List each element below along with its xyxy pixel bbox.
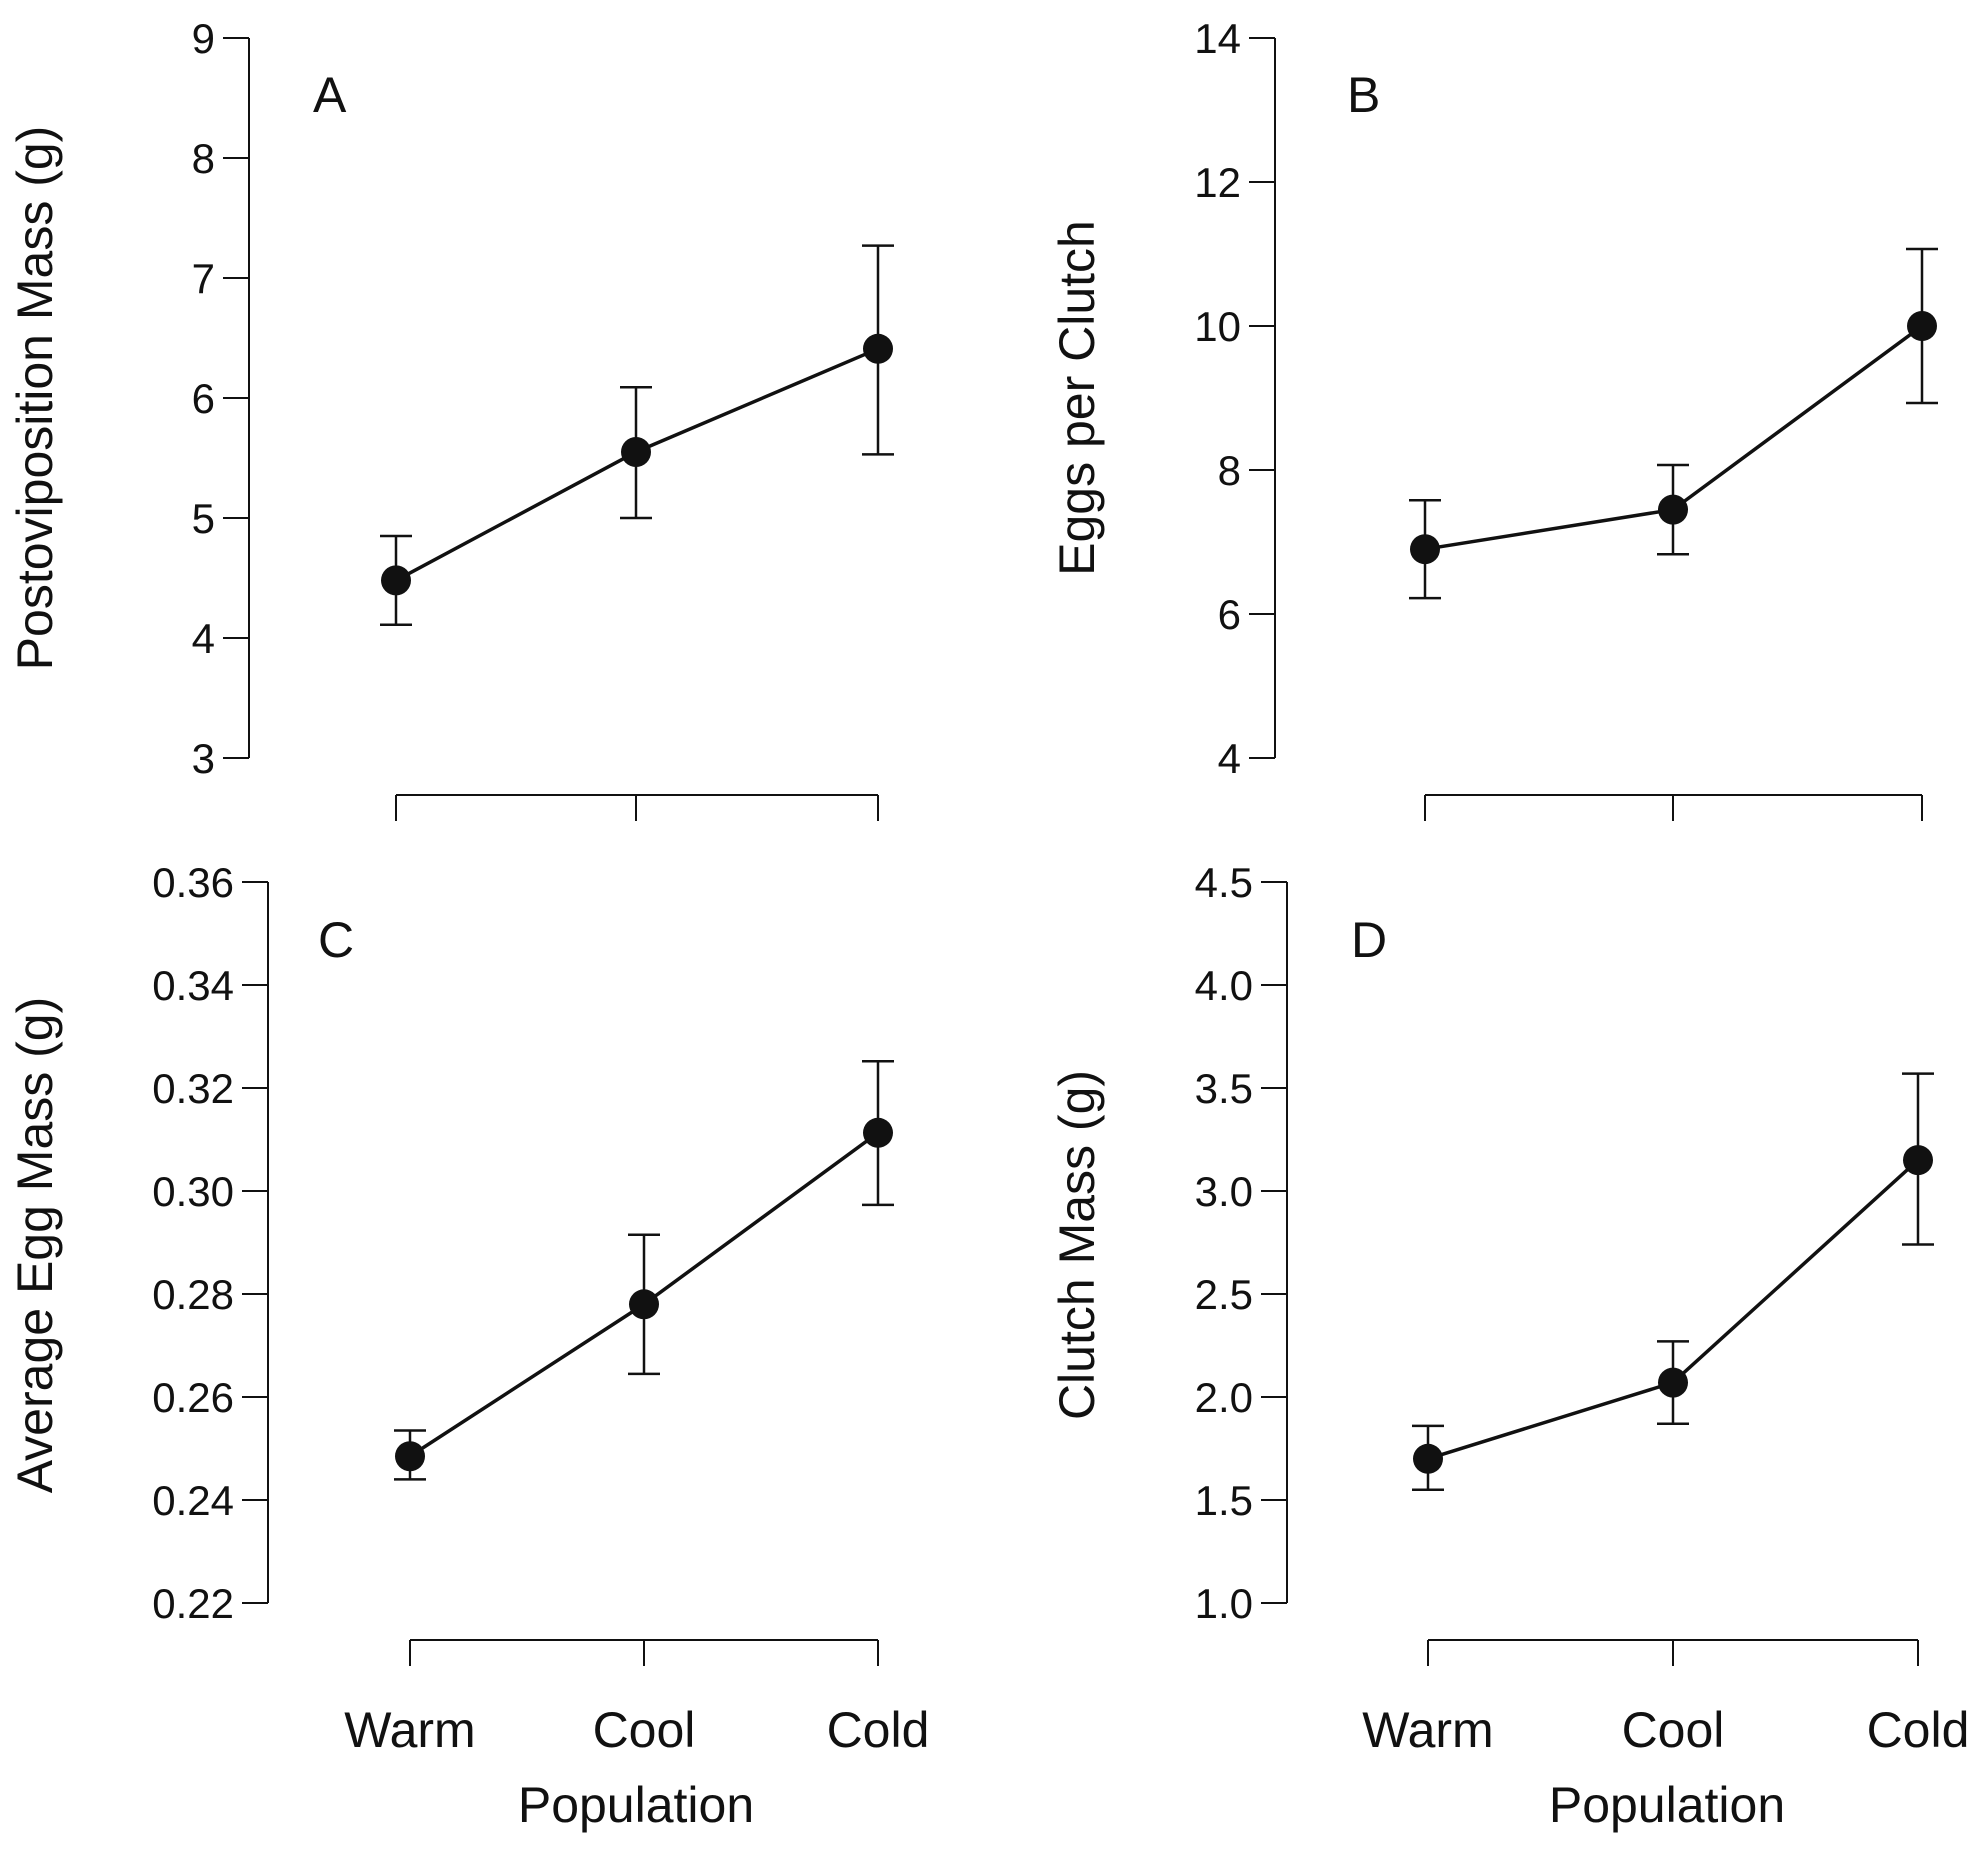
data-point: [395, 1441, 425, 1471]
y-tick-label: 3.5: [1195, 1065, 1253, 1112]
y-tick-label: 3.0: [1195, 1168, 1253, 1215]
panel-c: 0.22 0.24 0.26 0.28 0.30 0.32 0.34 0.36 Warm Cool…: [7, 859, 929, 1833]
y-tick-label: 0.30: [152, 1168, 234, 1215]
y-tick-label: 4.0: [1195, 962, 1253, 1009]
data-point: [1410, 534, 1440, 564]
x-tick-label: Cool: [593, 1702, 696, 1758]
x-axis-title: Population: [518, 1777, 754, 1833]
y-tick-label: 5: [192, 495, 215, 542]
panel-label: A: [313, 67, 347, 123]
y-tick-label: 8: [1218, 447, 1241, 494]
y-axis-title: Clutch Mass (g): [1049, 1070, 1105, 1420]
y-tick-label: 1.0: [1195, 1580, 1253, 1627]
x-tick-label: Warm: [1362, 1702, 1493, 1758]
panel-label: C: [318, 912, 354, 968]
figure: 3 4 5 6 7 8 9 A Postoviposition Mass (g) 4 6 8 10 12 1…: [0, 0, 1984, 1858]
x-tick-label: Cool: [1622, 1702, 1725, 1758]
data-point: [1907, 311, 1937, 341]
y-tick-label: 6: [1218, 591, 1241, 638]
x-tick-label: Warm: [344, 1702, 475, 1758]
y-tick-label: 0.36: [152, 859, 234, 906]
y-tick-label: 0.24: [152, 1477, 234, 1524]
y-axis-title: Postoviposition Mass (g): [7, 126, 63, 671]
data-point: [1658, 495, 1688, 525]
y-tick-label: 4.5: [1195, 859, 1253, 906]
data-point: [1903, 1145, 1933, 1175]
y-tick-label: 8: [192, 135, 215, 182]
y-tick-label: 12: [1194, 159, 1241, 206]
y-tick-label: 9: [192, 15, 215, 62]
x-tick-label: Cold: [1867, 1702, 1970, 1758]
x-tick-label: Cold: [827, 1702, 930, 1758]
y-tick-label: 0.26: [152, 1374, 234, 1421]
panel-d: 1.0 1.5 2.0 2.5 3.0 3.5 4.0 4.5 Warm Cool Cold D Clu…: [1049, 859, 1969, 1833]
data-point: [621, 437, 651, 467]
y-axis-title: Average Egg Mass (g): [7, 997, 63, 1494]
y-tick-label: 0.32: [152, 1065, 234, 1112]
y-tick-label: 4: [192, 615, 215, 662]
panel-a: 3 4 5 6 7 8 9 A Postoviposition Mass (g): [7, 15, 894, 821]
data-point: [1658, 1368, 1688, 1398]
panel-label: B: [1347, 67, 1380, 123]
y-tick-label: 0.34: [152, 962, 234, 1009]
y-tick-label: 14: [1194, 15, 1241, 62]
y-tick-label: 2.5: [1195, 1271, 1253, 1318]
panel-b: 4 6 8 10 12 14 B Eggs per Clutch: [1049, 15, 1938, 821]
y-axis-title: Eggs per Clutch: [1049, 220, 1105, 576]
y-tick-label: 7: [192, 255, 215, 302]
y-tick-label: 3: [192, 735, 215, 782]
y-tick-label: 4: [1218, 735, 1241, 782]
data-point: [629, 1289, 659, 1319]
data-point: [1413, 1444, 1443, 1474]
data-point: [863, 1118, 893, 1148]
y-tick-label: 1.5: [1195, 1477, 1253, 1524]
x-axis-title: Population: [1549, 1777, 1785, 1833]
y-tick-label: 2.0: [1195, 1374, 1253, 1421]
panel-label: D: [1351, 912, 1387, 968]
y-tick-label: 6: [192, 375, 215, 422]
data-point: [863, 334, 893, 364]
y-tick-label: 0.28: [152, 1271, 234, 1318]
y-tick-label: 10: [1194, 303, 1241, 350]
y-tick-label: 0.22: [152, 1580, 234, 1627]
data-point: [381, 565, 411, 595]
